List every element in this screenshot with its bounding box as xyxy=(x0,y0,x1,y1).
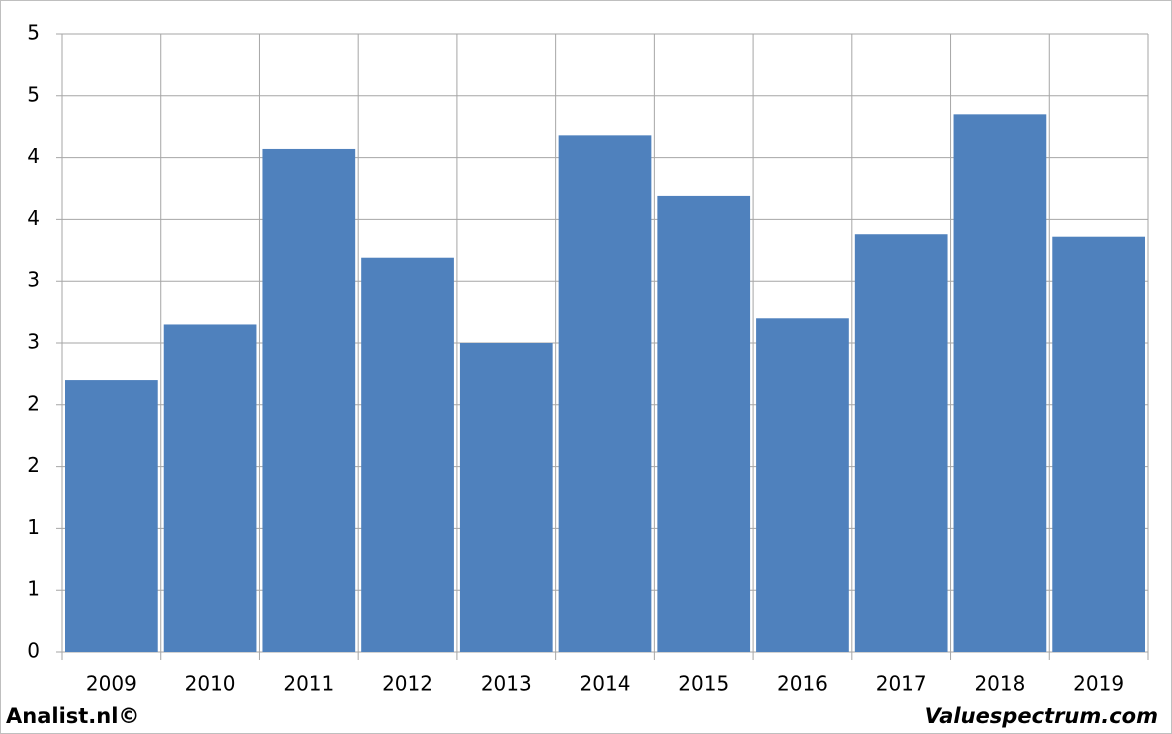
y-tick-label: 3 xyxy=(27,268,40,292)
bar xyxy=(558,135,652,653)
bar xyxy=(854,234,948,652)
bar xyxy=(657,195,751,652)
y-tick-label: 5 xyxy=(27,21,40,45)
x-tick-label: 2013 xyxy=(481,672,532,696)
x-tick-label: 2010 xyxy=(185,672,236,696)
x-tick-label: 2017 xyxy=(876,672,927,696)
bar xyxy=(756,318,849,652)
y-tick-label: 4 xyxy=(27,144,40,168)
x-tick-label: 2012 xyxy=(382,672,433,696)
y-tick-label: 0 xyxy=(27,639,40,663)
bar xyxy=(262,148,356,652)
footer-right: Valuespectrum.com xyxy=(925,704,1158,728)
x-tick-label: 2015 xyxy=(678,672,729,696)
y-tick-label: 1 xyxy=(27,515,40,539)
bar xyxy=(163,324,257,652)
y-tick-label: 1 xyxy=(27,577,40,601)
y-tick-label: 2 xyxy=(27,453,40,477)
bar xyxy=(1052,236,1145,653)
y-tick-label: 5 xyxy=(27,82,40,106)
x-tick-label: 2018 xyxy=(974,672,1025,696)
x-tick-label: 2009 xyxy=(86,672,137,696)
bar xyxy=(65,380,158,652)
y-tick-label: 2 xyxy=(27,391,40,415)
x-tick-label: 2011 xyxy=(283,672,334,696)
bar xyxy=(361,257,454,652)
x-tick-label: 2016 xyxy=(777,672,828,696)
bar xyxy=(459,343,553,652)
y-tick-label: 4 xyxy=(27,206,40,230)
footer-left: Analist.nl© xyxy=(6,704,139,728)
x-tick-label: 2014 xyxy=(580,672,631,696)
bar xyxy=(953,114,1047,653)
y-tick-label: 3 xyxy=(27,330,40,354)
x-tick-label: 2019 xyxy=(1073,672,1124,696)
